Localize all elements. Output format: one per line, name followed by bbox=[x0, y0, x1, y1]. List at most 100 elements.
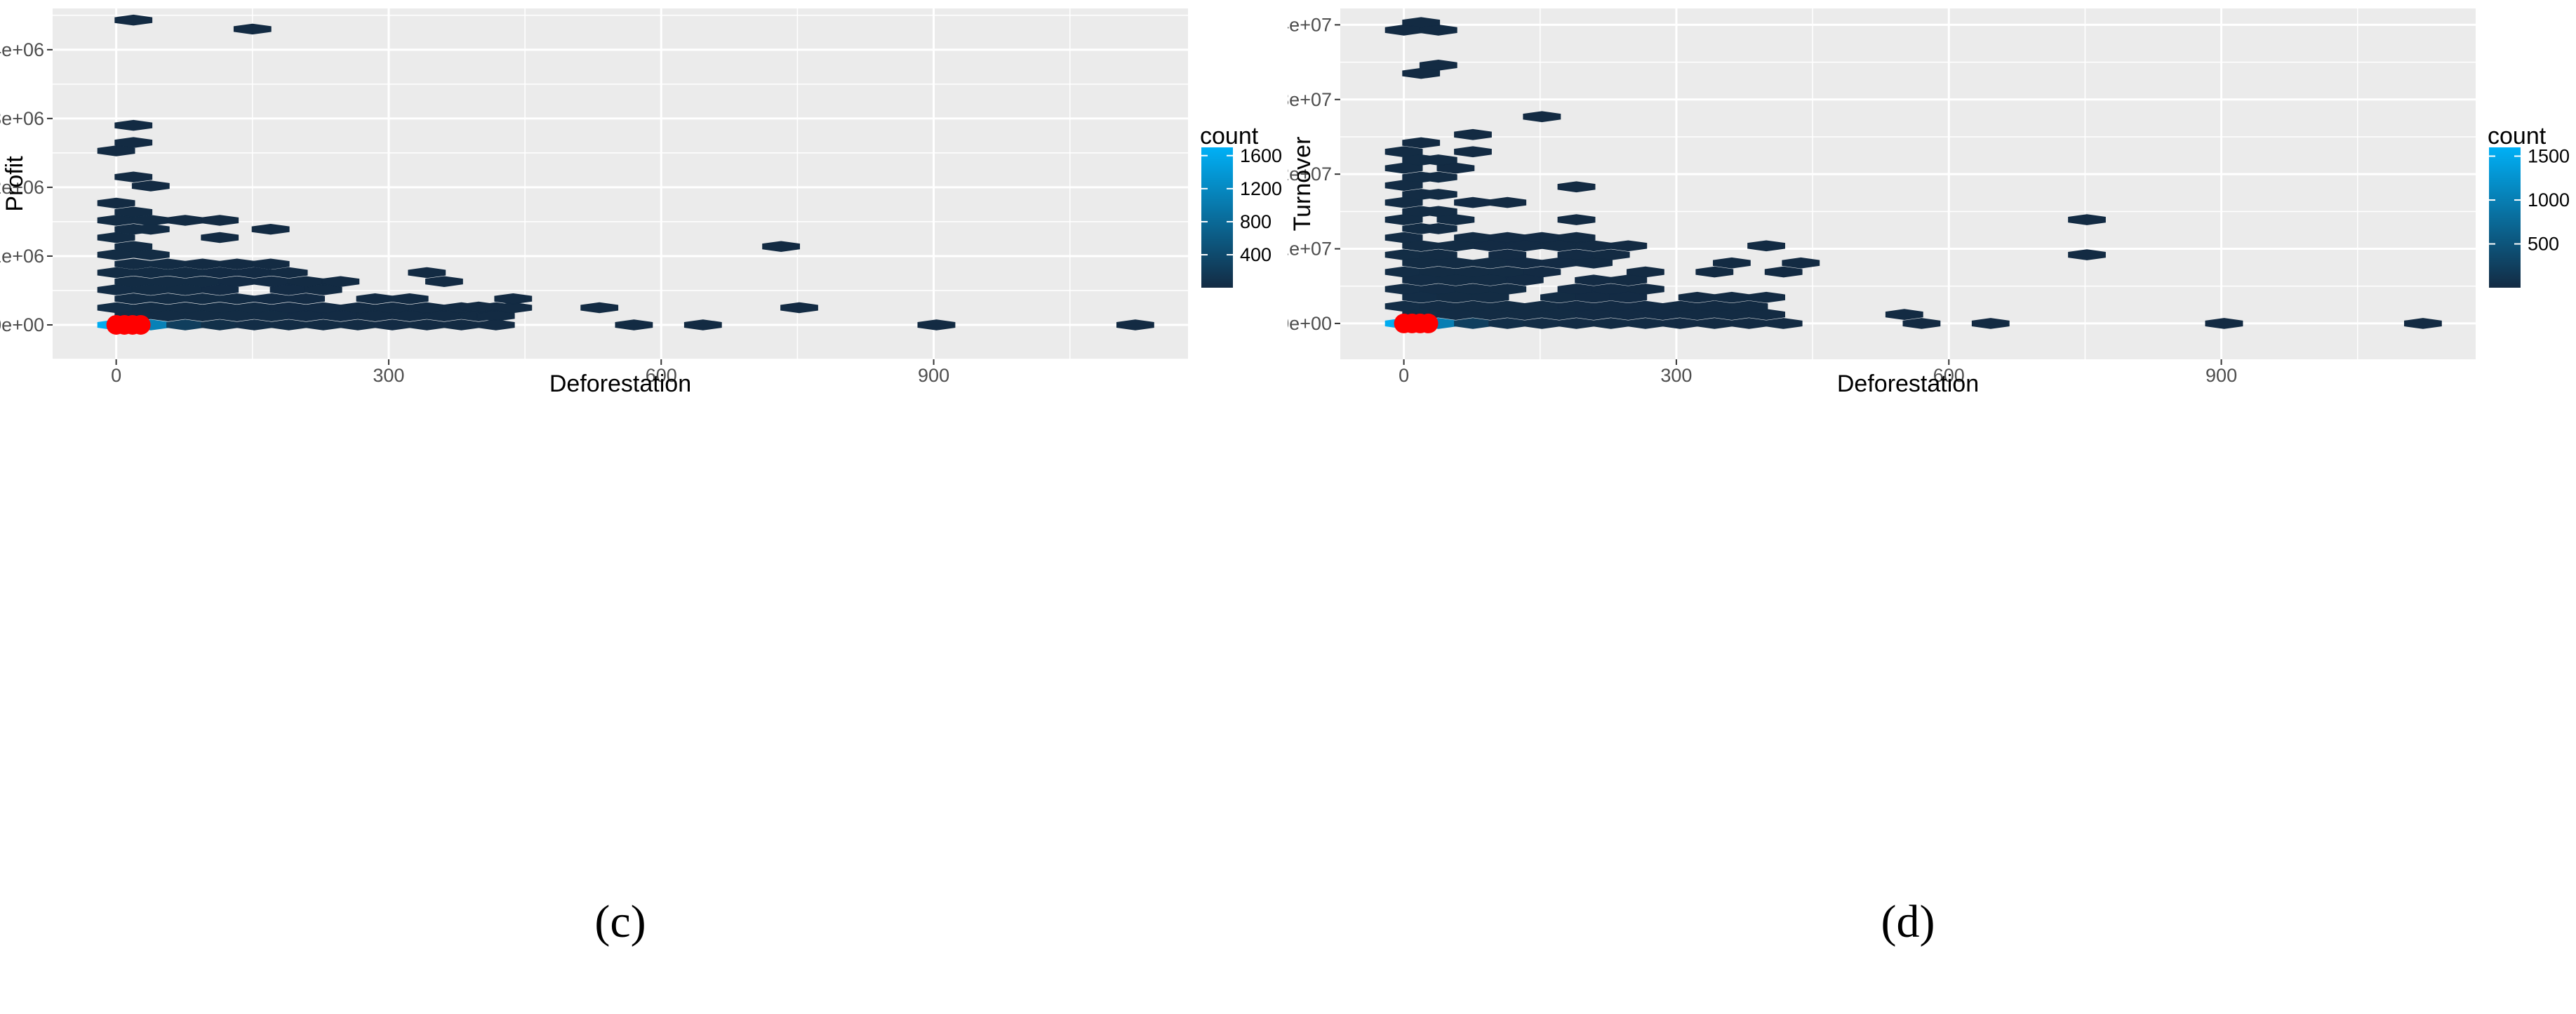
hex-bin bbox=[1436, 309, 1475, 321]
hex-bin bbox=[114, 119, 153, 131]
hex-bin bbox=[235, 319, 274, 331]
hex-bin bbox=[114, 293, 153, 305]
x-tick-label: 0 bbox=[111, 365, 121, 386]
hex-bin bbox=[1523, 111, 1561, 123]
hex-bin bbox=[1609, 240, 1648, 252]
hex-bin bbox=[425, 276, 463, 288]
hex-bin bbox=[131, 180, 170, 192]
hex-bin bbox=[218, 293, 256, 305]
hex-bin bbox=[683, 319, 722, 331]
y-tick-label: 4e+06 bbox=[0, 39, 44, 60]
hex-bin bbox=[1678, 309, 1716, 321]
hex-bin bbox=[131, 223, 170, 235]
legend-title: count bbox=[2488, 123, 2547, 149]
y-tick-label: 0e+00 bbox=[0, 314, 44, 335]
x-tick-label: 300 bbox=[373, 365, 404, 386]
hex-bin bbox=[1402, 240, 1441, 252]
y-tick-label: 3e+06 bbox=[0, 108, 44, 129]
hex-bin bbox=[149, 293, 187, 305]
hex-bin bbox=[2205, 318, 2243, 329]
hex-bin bbox=[1971, 318, 2010, 329]
hex-bin bbox=[321, 310, 360, 322]
hex-bin bbox=[201, 215, 239, 226]
hex-bin bbox=[476, 319, 515, 331]
hex-bin bbox=[269, 284, 308, 295]
hex-bin bbox=[114, 241, 153, 253]
hex-bin bbox=[218, 310, 256, 322]
hex-bin bbox=[1609, 291, 1648, 303]
hex-bin bbox=[1454, 196, 1492, 208]
hex-bin bbox=[1678, 291, 1716, 303]
hex-bin bbox=[1454, 128, 1492, 140]
hex-bin bbox=[373, 319, 411, 331]
hex-bin bbox=[166, 215, 204, 226]
x-axis-title: Deforestation bbox=[549, 371, 691, 397]
hex-bin bbox=[218, 258, 256, 270]
hex-bin bbox=[1540, 291, 1578, 303]
hex-bin bbox=[425, 310, 463, 322]
hex-bin bbox=[97, 232, 135, 244]
hex-bin bbox=[1419, 222, 1457, 234]
hex-bin bbox=[1488, 318, 1527, 329]
hex-bin bbox=[1116, 319, 1154, 331]
hex-bin bbox=[131, 249, 170, 260]
hex-bin bbox=[1782, 257, 1820, 269]
colorbar-label: 1200 bbox=[1240, 178, 1282, 199]
hex-bin bbox=[97, 197, 135, 209]
hex-bin bbox=[114, 137, 153, 148]
hex-bins bbox=[97, 14, 1154, 331]
y-tick-label: 2e+07 bbox=[1288, 164, 1332, 185]
hex-bin bbox=[1575, 291, 1613, 303]
hex-bin bbox=[253, 310, 291, 322]
plot-panel-background bbox=[1340, 8, 2476, 359]
hex-bin bbox=[1384, 214, 1423, 225]
hex-bin bbox=[166, 284, 204, 295]
hex-bin bbox=[1436, 291, 1475, 303]
hex-bin bbox=[1505, 240, 1544, 252]
hexbin-chart-d: 0 300 600 900 0e+00 1e+07 2e+07 3e+07 4e+07 Defo… bbox=[1288, 0, 2576, 1014]
hex-bin bbox=[1764, 266, 1803, 278]
hex-bin bbox=[1540, 240, 1578, 252]
hex-bin bbox=[1661, 318, 1699, 329]
hex-bin bbox=[494, 293, 533, 305]
axis-ticks: 0 300 600 900 0e+00 1e+06 2e+06 3e+06 4e+06 bbox=[0, 39, 949, 386]
hex-bin bbox=[201, 284, 239, 295]
y-tick-label: 1e+06 bbox=[0, 246, 44, 267]
hex-bins bbox=[1384, 17, 2442, 329]
hex-bin bbox=[1885, 309, 1923, 321]
hex-bin bbox=[1402, 274, 1441, 286]
hex-bin bbox=[1713, 291, 1751, 303]
hex-bin bbox=[1471, 274, 1509, 286]
hex-bin bbox=[1540, 309, 1578, 321]
hex-bin bbox=[166, 267, 204, 279]
hex-bin bbox=[580, 302, 619, 314]
hex-bin bbox=[390, 310, 429, 322]
hex-bin bbox=[1505, 274, 1544, 286]
hex-bin bbox=[166, 319, 204, 331]
x-axis-title: Deforestation bbox=[1837, 371, 1979, 397]
hex-bin bbox=[201, 319, 239, 331]
hex-bin bbox=[1575, 309, 1613, 321]
hex-bin bbox=[233, 23, 272, 35]
legend-colorbar: 400 800 1200 1600 bbox=[1201, 145, 1282, 288]
hex-bin bbox=[408, 319, 446, 331]
hex-bin bbox=[1505, 309, 1544, 321]
colorbar-label: 1600 bbox=[1240, 145, 1282, 166]
hex-bin bbox=[97, 267, 135, 279]
x-tick-label: 600 bbox=[1933, 365, 1965, 386]
hex-bin bbox=[1505, 257, 1544, 269]
hex-bin bbox=[1575, 274, 1613, 286]
hex-bin bbox=[149, 276, 187, 288]
hex-bin bbox=[183, 310, 222, 322]
hex-bin bbox=[1384, 196, 1423, 208]
x-tick-label: 0 bbox=[1399, 365, 1409, 386]
y-tick-label: 0e+00 bbox=[1288, 313, 1332, 334]
colorbar-label: 1500 bbox=[2528, 146, 2570, 167]
hex-bin bbox=[97, 145, 135, 156]
colorbar-gradient bbox=[2489, 147, 2521, 288]
colorbar-gradient bbox=[1201, 147, 1233, 288]
hex-bin bbox=[1764, 318, 1803, 329]
hex-bin bbox=[1402, 257, 1441, 269]
hex-bin bbox=[356, 310, 394, 322]
hex-bin bbox=[1384, 24, 1423, 36]
